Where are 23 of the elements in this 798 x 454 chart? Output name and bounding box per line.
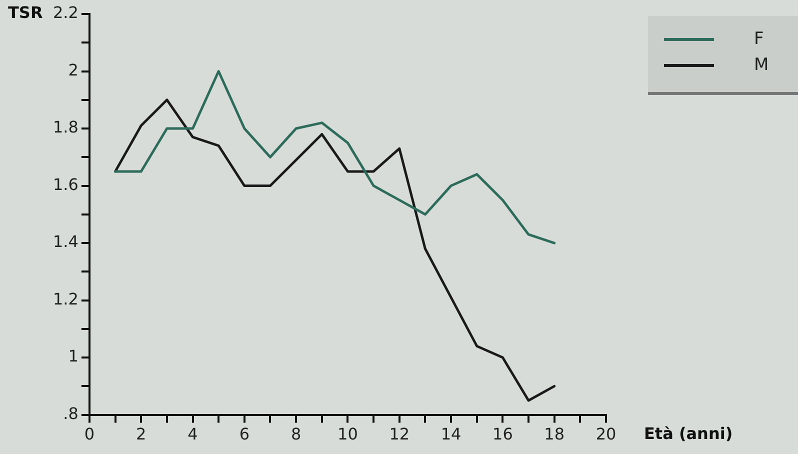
x-tick-label: 14 [440,424,462,444]
x-tick-label: 16 [492,424,513,444]
y-tick-label: 2 [68,60,78,80]
y-tick-label: .8 [63,404,78,423]
x-axis-title: Età (anni) [644,424,733,443]
y-tick-label: 1 [68,346,78,366]
x-tick-label: 6 [239,424,250,444]
y-tick-label: 1.8 [52,118,78,137]
y-tick-label: 1.2 [52,289,78,308]
legend-label: M [754,55,769,75]
x-tick-label: 20 [596,424,616,444]
x-tick-label: 18 [544,424,565,444]
x-tick-label: 0 [84,424,95,444]
x-tick-label: 4 [188,424,198,444]
x-tick-label: 12 [389,424,410,444]
y-tick-label: 1.6 [52,174,78,194]
x-tick-label: 8 [290,424,302,444]
y-tick-label: 1.4 [52,232,78,252]
legend-label: F [754,29,764,49]
y-axis-title: TSR [8,3,43,22]
x-tick-label: 10 [338,424,358,444]
x-tick-label: 2 [136,424,146,444]
y-tick-label: 2.2 [52,3,78,22]
